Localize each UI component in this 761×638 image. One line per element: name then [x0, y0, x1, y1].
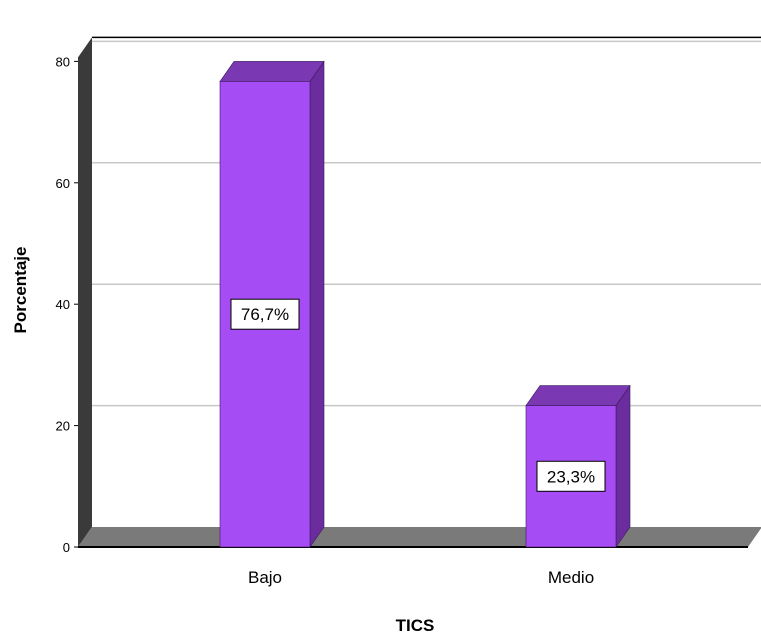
data-label-box [230, 298, 300, 330]
x-axis-categories: Bajo Medio [248, 568, 594, 587]
data-label-box [536, 460, 606, 492]
y-tick-label-40: 40 [56, 297, 70, 312]
bar-top-face [525, 385, 631, 406]
data-label: 76,7% [241, 305, 289, 324]
bar-side-face [309, 60, 325, 548]
data-label: 23,3% [547, 467, 595, 486]
y-tick-label-0: 0 [63, 540, 70, 555]
y-axis-ticks: 0 20 40 60 80 [56, 54, 78, 555]
bars: 76,7% 23,3% [219, 60, 631, 548]
y-tick-label-80: 80 [56, 54, 70, 69]
chart-floor [78, 527, 761, 548]
bar-side-face [615, 384, 631, 548]
bar-bajo: 76,7% [219, 60, 325, 548]
x-axis-title: TICS [396, 616, 435, 635]
left-wall [78, 37, 92, 548]
grid-lines [92, 40, 761, 407]
bar-top-face [219, 61, 325, 82]
y-axis-title: Porcentaje [11, 247, 30, 334]
chart-walls [78, 36, 761, 548]
y-tick-label-20: 20 [56, 419, 70, 434]
floor-slab [78, 527, 761, 547]
bar-medio: 23,3% [525, 384, 631, 548]
x-tick-label-bajo: Bajo [248, 568, 282, 587]
y-tick-label-60: 60 [56, 176, 70, 191]
x-tick-label-medio: Medio [548, 568, 594, 587]
